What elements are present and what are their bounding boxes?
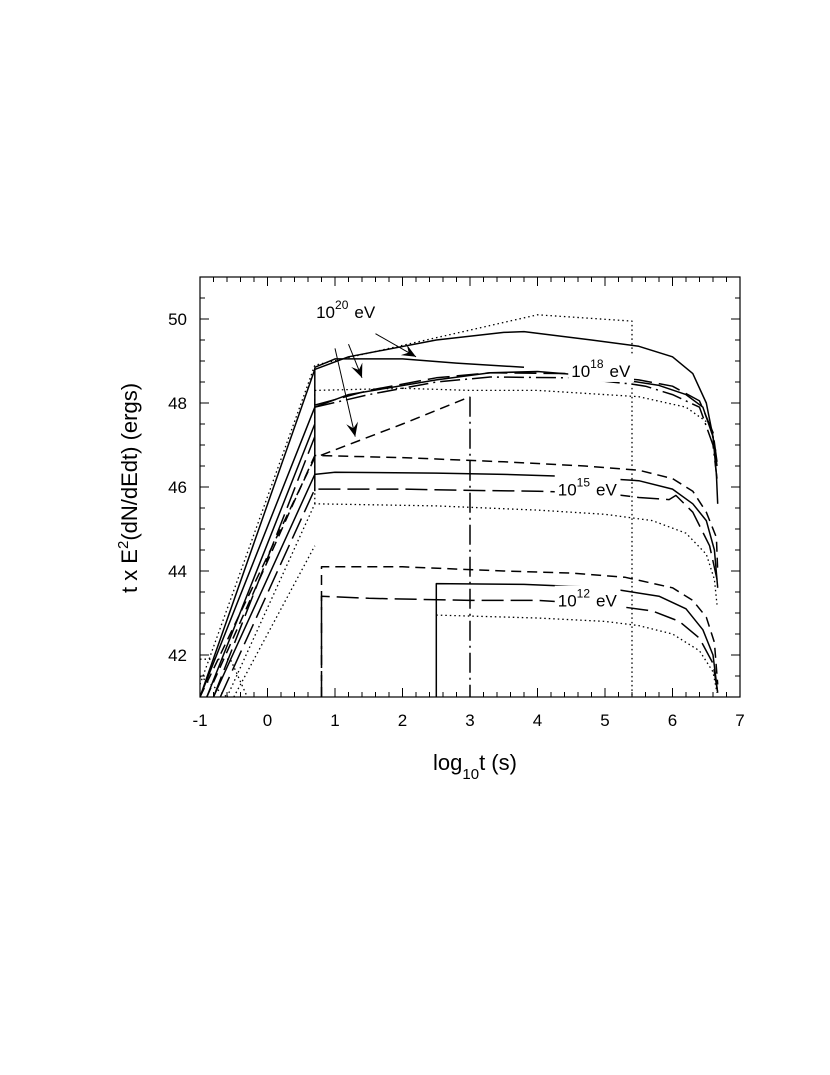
series-line-7-dotted xyxy=(314,387,718,454)
energy-label-15-ev: 1015 eV xyxy=(558,475,618,499)
y-axis-label-sup: 2 xyxy=(115,541,132,549)
series-line-1-dotted xyxy=(200,314,633,697)
annotation-bg xyxy=(554,585,621,612)
series-line-14-dashed xyxy=(320,566,719,697)
x-tick-label: 4 xyxy=(533,711,542,730)
annotation-arrow-3 xyxy=(334,348,358,437)
series-line-8-dashed xyxy=(200,396,471,697)
y-tick-label: 46 xyxy=(168,478,187,497)
energy-label-unit: eV xyxy=(610,362,631,381)
energy-label-20-ev: 1020 eV xyxy=(316,298,376,322)
annotation-bg xyxy=(554,474,621,501)
series-line-21-dotted xyxy=(200,675,228,697)
series-line-3-solid xyxy=(314,358,525,369)
series-line-20-dotted xyxy=(200,658,248,697)
energy-label-base: 10 xyxy=(558,592,577,611)
y-axis-label-pre: t x E xyxy=(117,549,142,593)
x-axis-label-sub: 10 xyxy=(462,766,479,783)
series-line-22-solid xyxy=(206,423,316,697)
series-line-10-dashed xyxy=(206,454,719,697)
series-line-6-dashdot xyxy=(314,376,718,479)
y-axis-label: t x E2(dN/dEdt) (ergs) xyxy=(115,383,142,593)
x-tick-label: 2 xyxy=(398,711,407,730)
series-line-17-dotted xyxy=(436,614,718,693)
series-line-2-solid xyxy=(200,330,719,697)
energy-label-exponent: 20 xyxy=(335,298,349,312)
x-tick-label: 3 xyxy=(465,711,474,730)
energy-label-base: 10 xyxy=(316,303,335,322)
annotation-arrow-2 xyxy=(348,344,363,378)
annotation-bg xyxy=(568,355,634,382)
series-line-5-longdash xyxy=(314,372,718,462)
x-tick-label: 0 xyxy=(263,711,272,730)
series-line-23-longdash xyxy=(212,436,316,697)
x-tick-label: 7 xyxy=(735,711,744,730)
series-line-15-longdash xyxy=(320,595,719,697)
x-axis-label-rest: t (s) xyxy=(479,750,517,775)
series-group xyxy=(200,314,719,697)
arrow-group xyxy=(334,333,417,437)
energy-label-base: 10 xyxy=(558,480,577,499)
energy-label-unit: eV xyxy=(596,592,617,611)
energy-label-18-ev: 1018 eV xyxy=(571,357,631,381)
x-tick-label: 5 xyxy=(600,711,609,730)
series-line-12-longdash xyxy=(219,488,718,697)
x-tick-label: -1 xyxy=(192,711,207,730)
y-tick-label: 48 xyxy=(168,394,187,413)
energy-label-unit: eV xyxy=(354,303,375,322)
energy-label-exponent: 12 xyxy=(577,587,591,601)
series-line-24-dotted xyxy=(233,545,316,697)
series-line-16-solid xyxy=(435,582,719,697)
x-axis-label-base: log xyxy=(433,750,462,775)
energy-label-unit: eV xyxy=(596,480,617,499)
y-axis-label-post: (dN/dEdt) (ergs) xyxy=(117,383,142,541)
y-tick-label: 50 xyxy=(168,310,187,329)
energy-label-exponent: 15 xyxy=(577,475,591,489)
y-tick-label: 42 xyxy=(168,646,187,665)
x-tick-label: 6 xyxy=(668,711,677,730)
energy-label-12-ev: 1012 eV xyxy=(558,587,618,611)
energy-label-base: 10 xyxy=(571,362,590,381)
annotation-bg xyxy=(313,297,379,324)
x-axis-label: log10t (s) xyxy=(433,750,517,783)
y-tick-label: 44 xyxy=(168,562,187,581)
annotation-arrow-1 xyxy=(375,333,417,358)
series-line-13-dotted xyxy=(226,503,718,697)
series-line-11-solid xyxy=(212,471,719,697)
energy-label-exponent: 18 xyxy=(590,357,604,371)
x-tick-label: 1 xyxy=(330,711,339,730)
